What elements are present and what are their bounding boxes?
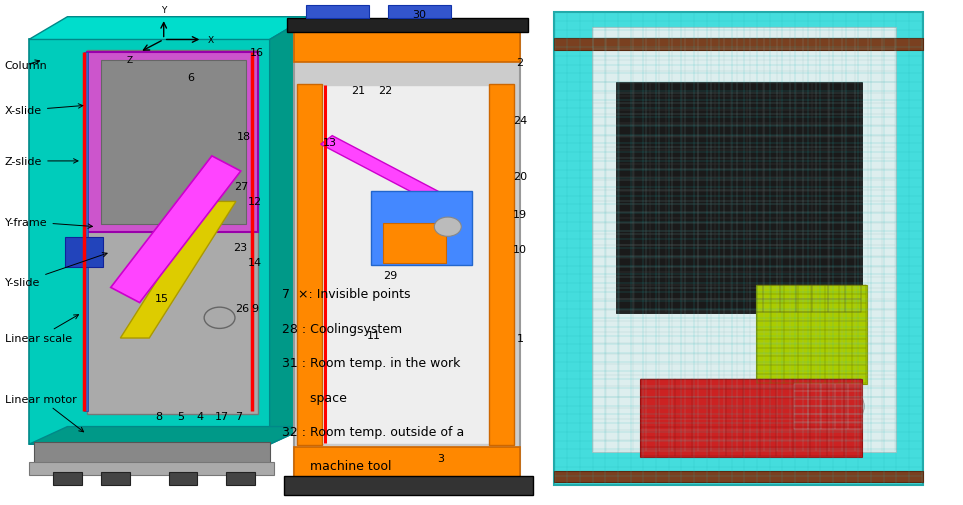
Text: 14: 14 bbox=[248, 258, 262, 268]
Text: 5: 5 bbox=[177, 412, 185, 422]
Bar bbox=[297, 84, 322, 445]
Text: 16: 16 bbox=[250, 48, 264, 58]
Bar bbox=[29, 462, 274, 475]
Text: 6: 6 bbox=[187, 73, 195, 83]
Text: 30: 30 bbox=[412, 10, 426, 20]
Text: 4: 4 bbox=[196, 412, 204, 422]
Text: 2: 2 bbox=[516, 58, 524, 68]
Text: 29: 29 bbox=[383, 270, 397, 280]
Polygon shape bbox=[554, 13, 923, 485]
Ellipse shape bbox=[204, 308, 235, 329]
Bar bbox=[101, 472, 130, 485]
Text: Column: Column bbox=[5, 61, 47, 71]
Ellipse shape bbox=[434, 218, 461, 237]
Text: Y: Y bbox=[161, 6, 167, 15]
Bar bbox=[554, 471, 923, 482]
Text: Linear scale: Linear scale bbox=[5, 315, 79, 343]
Text: 24: 24 bbox=[513, 116, 527, 126]
Text: X: X bbox=[208, 36, 214, 45]
Text: 11: 11 bbox=[367, 331, 380, 341]
Text: 20: 20 bbox=[513, 172, 527, 182]
Ellipse shape bbox=[792, 383, 864, 430]
Text: 3: 3 bbox=[437, 453, 445, 463]
Text: machine tool: machine tool bbox=[282, 460, 392, 473]
Bar bbox=[84, 53, 88, 412]
Text: 17: 17 bbox=[215, 412, 228, 422]
Bar bbox=[169, 472, 197, 485]
Polygon shape bbox=[371, 192, 472, 265]
Bar bbox=[616, 83, 862, 313]
Polygon shape bbox=[111, 157, 241, 303]
Polygon shape bbox=[87, 50, 258, 414]
Text: 28 : Coolingsystem: 28 : Coolingsystem bbox=[282, 322, 403, 335]
Bar bbox=[383, 223, 446, 264]
Text: 9: 9 bbox=[251, 303, 259, 313]
Text: 8: 8 bbox=[155, 412, 163, 422]
Text: X-slide: X-slide bbox=[5, 105, 83, 116]
Text: Z: Z bbox=[127, 56, 133, 65]
Polygon shape bbox=[29, 18, 308, 40]
Bar bbox=[306, 6, 369, 19]
Bar bbox=[388, 6, 451, 19]
Text: 15: 15 bbox=[155, 293, 169, 303]
Text: 13: 13 bbox=[324, 137, 337, 147]
Text: 31 : Room temp. in the work: 31 : Room temp. in the work bbox=[282, 357, 460, 370]
Bar bbox=[592, 28, 896, 452]
Bar bbox=[320, 86, 491, 444]
Bar bbox=[554, 39, 923, 50]
Bar bbox=[294, 447, 520, 477]
Text: 26: 26 bbox=[235, 303, 248, 313]
Text: 27: 27 bbox=[235, 182, 248, 192]
Bar bbox=[65, 237, 103, 268]
Text: 21: 21 bbox=[351, 86, 365, 96]
Bar bbox=[53, 472, 82, 485]
Text: 23: 23 bbox=[233, 242, 247, 252]
Polygon shape bbox=[270, 18, 308, 444]
Text: 22: 22 bbox=[378, 86, 392, 96]
Bar bbox=[756, 285, 867, 384]
Polygon shape bbox=[321, 136, 472, 218]
Text: Y-slide: Y-slide bbox=[5, 253, 107, 288]
Polygon shape bbox=[294, 33, 520, 477]
Text: 7  ×: Invisible points: 7 ×: Invisible points bbox=[282, 288, 410, 301]
Text: space: space bbox=[282, 391, 347, 404]
Text: Linear motor: Linear motor bbox=[5, 394, 84, 432]
Text: 10: 10 bbox=[513, 245, 527, 255]
Text: 7: 7 bbox=[235, 412, 243, 422]
Text: Z-slide: Z-slide bbox=[5, 157, 78, 167]
Text: Y-frame: Y-frame bbox=[5, 217, 92, 229]
Bar bbox=[640, 379, 862, 457]
Polygon shape bbox=[120, 202, 236, 338]
Text: 19: 19 bbox=[513, 210, 527, 220]
Text: 18: 18 bbox=[237, 131, 250, 141]
Polygon shape bbox=[29, 427, 308, 444]
Polygon shape bbox=[101, 61, 246, 225]
Bar bbox=[294, 33, 520, 63]
Bar bbox=[34, 442, 270, 465]
Text: 12: 12 bbox=[248, 197, 262, 207]
Text: 1: 1 bbox=[516, 333, 524, 343]
Bar bbox=[287, 19, 528, 33]
Bar bbox=[284, 476, 533, 495]
Polygon shape bbox=[29, 40, 270, 444]
Text: 32 : Room temp. outside of a: 32 : Room temp. outside of a bbox=[282, 425, 464, 438]
Bar bbox=[489, 84, 514, 445]
Polygon shape bbox=[87, 53, 258, 232]
Bar bbox=[226, 472, 255, 485]
